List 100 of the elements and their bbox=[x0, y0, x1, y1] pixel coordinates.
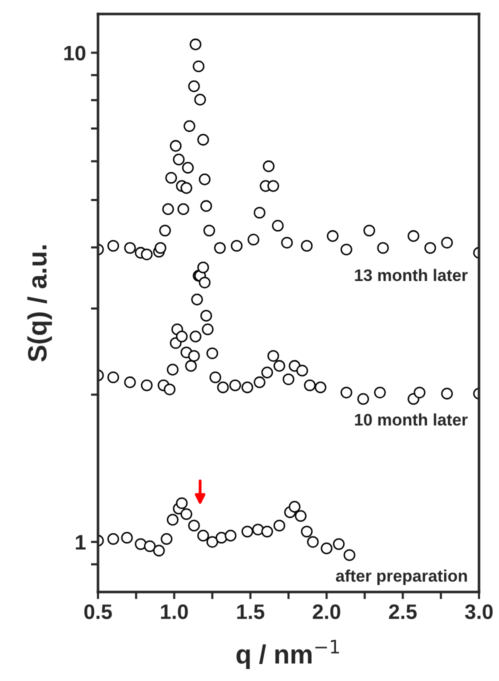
point bbox=[194, 94, 206, 106]
y-axis-title: S(q) / a.u. bbox=[27, 245, 52, 362]
point bbox=[124, 242, 136, 254]
point bbox=[229, 379, 242, 392]
point bbox=[254, 206, 266, 219]
point bbox=[178, 203, 190, 215]
point bbox=[304, 379, 316, 392]
y-tick-label: 1 bbox=[76, 535, 86, 550]
point bbox=[185, 360, 197, 372]
point bbox=[441, 388, 453, 400]
point bbox=[261, 366, 274, 378]
point bbox=[107, 371, 120, 384]
point bbox=[190, 330, 202, 342]
point bbox=[198, 174, 211, 186]
point bbox=[107, 240, 120, 252]
point bbox=[217, 382, 229, 394]
point bbox=[190, 38, 202, 50]
x-tick-label: 0.5 bbox=[84, 604, 112, 620]
point bbox=[203, 224, 216, 236]
point bbox=[176, 330, 188, 342]
point bbox=[294, 510, 307, 522]
point bbox=[206, 536, 218, 548]
point bbox=[414, 386, 426, 398]
point bbox=[160, 533, 172, 545]
point bbox=[340, 244, 352, 256]
point bbox=[180, 508, 192, 520]
point bbox=[262, 160, 275, 172]
x-tick-label: 1.5 bbox=[237, 604, 264, 620]
point bbox=[254, 376, 266, 388]
point bbox=[206, 347, 218, 360]
point bbox=[197, 530, 209, 542]
annotation: 10 month later bbox=[355, 413, 468, 426]
point bbox=[363, 224, 376, 236]
point bbox=[224, 530, 236, 542]
point bbox=[248, 234, 260, 246]
point bbox=[200, 310, 212, 322]
point bbox=[210, 371, 222, 384]
point bbox=[374, 386, 386, 398]
point bbox=[377, 242, 389, 254]
point bbox=[107, 533, 120, 545]
point bbox=[124, 376, 136, 388]
point bbox=[252, 524, 264, 536]
point bbox=[184, 120, 196, 132]
point bbox=[320, 542, 332, 554]
point bbox=[144, 540, 156, 552]
x-tick-label: 3.0 bbox=[465, 604, 493, 620]
point bbox=[261, 526, 274, 538]
point bbox=[214, 242, 226, 254]
point bbox=[170, 140, 182, 152]
point bbox=[172, 154, 185, 166]
point bbox=[274, 520, 286, 532]
point bbox=[274, 360, 286, 372]
annotation: after preparation bbox=[336, 570, 467, 586]
point bbox=[230, 240, 243, 252]
point bbox=[165, 172, 177, 184]
point bbox=[282, 373, 294, 386]
x-axis-title: q / nm$^{−1}$ bbox=[236, 640, 339, 669]
point bbox=[188, 520, 200, 532]
point bbox=[182, 162, 194, 174]
point bbox=[332, 538, 345, 550]
point bbox=[288, 500, 300, 513]
point bbox=[180, 182, 192, 194]
point bbox=[202, 323, 214, 336]
x-tick-label: 2.5 bbox=[389, 604, 417, 620]
x-tick-label: 2.0 bbox=[312, 604, 340, 620]
point bbox=[344, 549, 356, 561]
point bbox=[281, 236, 293, 249]
point bbox=[176, 497, 188, 510]
point bbox=[154, 242, 166, 254]
point bbox=[408, 230, 420, 242]
point bbox=[134, 538, 147, 550]
point bbox=[140, 248, 153, 260]
x-tick-label: 1.0 bbox=[161, 604, 188, 620]
point bbox=[192, 60, 204, 72]
point bbox=[216, 532, 228, 544]
point bbox=[242, 526, 254, 538]
point bbox=[424, 242, 436, 254]
point bbox=[357, 393, 370, 405]
point bbox=[191, 294, 203, 306]
point bbox=[300, 240, 313, 252]
point bbox=[140, 379, 153, 392]
point bbox=[314, 382, 326, 394]
point bbox=[300, 526, 313, 538]
y-tick-label: 10 bbox=[64, 46, 86, 60]
point bbox=[200, 200, 212, 212]
point bbox=[296, 364, 308, 376]
point bbox=[197, 262, 209, 274]
point bbox=[340, 386, 352, 398]
point bbox=[272, 220, 284, 232]
point bbox=[166, 514, 179, 526]
point bbox=[121, 532, 133, 544]
point bbox=[307, 536, 319, 548]
point bbox=[441, 236, 453, 249]
annotation: 13 month later bbox=[355, 268, 468, 282]
point bbox=[267, 180, 280, 192]
point bbox=[242, 382, 254, 394]
point bbox=[164, 384, 176, 396]
point bbox=[153, 544, 165, 556]
point bbox=[197, 134, 209, 146]
point bbox=[159, 224, 171, 236]
